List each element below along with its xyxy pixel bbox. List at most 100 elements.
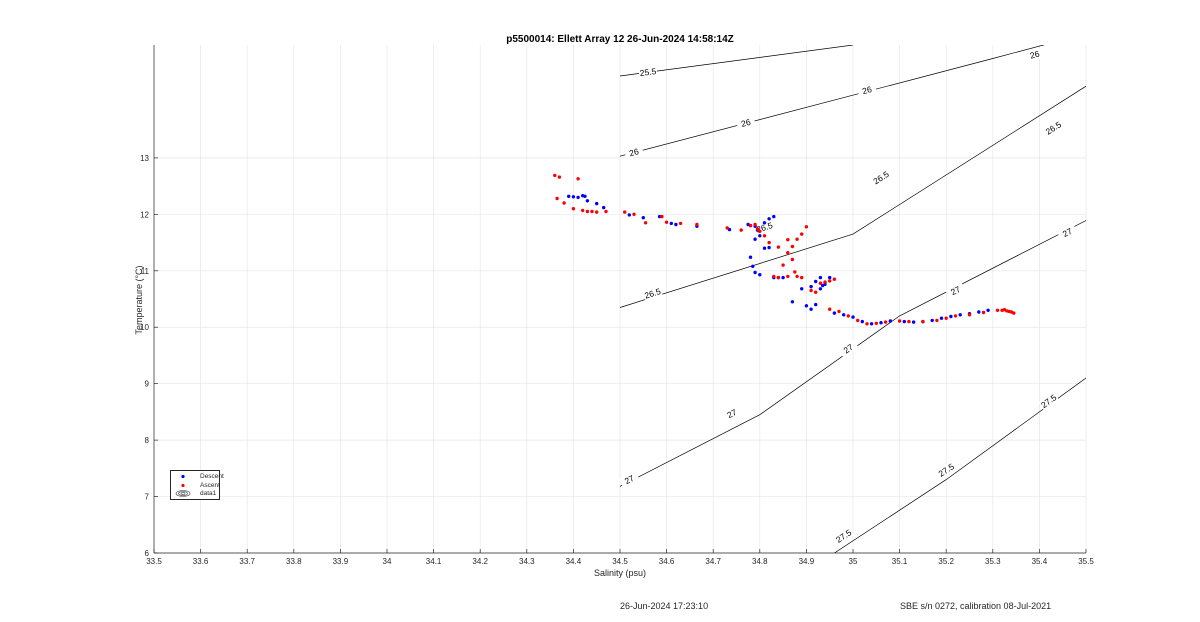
data-point-ascent (739, 228, 743, 232)
legend-label-ascent: Ascent (200, 482, 220, 489)
data-point-ascent (762, 234, 767, 238)
data-point-ascent (664, 220, 669, 224)
data-point-ascent (753, 222, 757, 227)
data-point-ascent (907, 319, 911, 324)
data-point-descent (818, 275, 823, 280)
data-point-ascent (856, 318, 860, 323)
x-tick-label: 34.6 (659, 557, 675, 566)
contour-label-bg (856, 83, 877, 98)
data-point-descent (751, 264, 755, 268)
contour-label: 26 (628, 146, 640, 158)
data-point-ascent (832, 277, 837, 281)
data-point-descent (767, 217, 771, 221)
data-point-ascent (786, 251, 790, 255)
data-point-ascent (748, 223, 753, 228)
data-point-ascent (837, 309, 841, 314)
data-point-descent (772, 214, 776, 219)
data-point-descent (860, 319, 864, 324)
data-point-ascent (758, 229, 762, 233)
legend-contour-icon (175, 490, 191, 497)
data-point-descent (986, 308, 990, 312)
x-tick-label: 35.4 (1032, 557, 1048, 566)
legend-label-contours: data1 (200, 490, 217, 497)
contour-label-bg (935, 460, 957, 480)
x-axis-label: Salinity (psu) (593, 568, 647, 578)
data-point-descent (758, 273, 762, 277)
data-point-descent (851, 315, 855, 319)
data-point-ascent (828, 279, 832, 283)
contour-label: 26 (861, 84, 873, 96)
data-point-ascent (793, 270, 797, 274)
x-tick-label: 35.3 (985, 557, 1001, 566)
contour-label: 26.5 (871, 169, 891, 186)
contour-label: 26.5 (643, 286, 662, 301)
footer-calibration: SBE s/n 0272, calibration 08-Jul-2021 (900, 601, 1052, 611)
data-point-ascent (776, 245, 781, 249)
data-point-descent (809, 284, 813, 289)
data-point-descent (602, 205, 606, 210)
legend-label-descent: Descent (200, 473, 224, 480)
contour-line (834, 377, 1086, 553)
data-point-ascent (795, 274, 799, 279)
x-tick-label: 34.1 (426, 557, 442, 566)
data-point-ascent (643, 221, 648, 225)
data-point-ascent (695, 222, 699, 227)
legend-item-descent: Descent (171, 472, 224, 481)
data-point-descent (567, 194, 571, 198)
x-tick-label: 35.2 (938, 557, 954, 566)
data-point-ascent (995, 308, 1000, 312)
contour-label-bg (1024, 47, 1045, 62)
data-point-ascent (935, 318, 939, 323)
y-tick-label: 10 (140, 323, 149, 332)
data-point-ascent (632, 212, 636, 216)
data-point-descent (902, 319, 906, 324)
data-point-ascent (981, 310, 986, 315)
data-point-ascent (874, 321, 878, 325)
x-tick-label: 34.5 (612, 557, 628, 566)
data-point-ascent (581, 208, 585, 213)
y-tick-label: 12 (140, 210, 149, 219)
data-point-ascent (755, 227, 760, 231)
data-point-descent (753, 237, 757, 241)
data-point-ascent (809, 288, 813, 293)
axes: 33.5 33.6 33.7 33.8 33.9 34 34.1 34.2 34.3 34.4 34… (140, 45, 1094, 566)
data-point-ascent (795, 237, 799, 241)
data-point-ascent (571, 207, 576, 211)
x-tick-label: 34 (383, 557, 392, 566)
footer-timestamp: 26-Jun-2024 17:23:10 (620, 601, 709, 611)
contour-label: 26 (740, 117, 752, 129)
data-point-ascent (557, 175, 562, 179)
data-point-ascent (818, 281, 823, 285)
y-tick-label: 7 (145, 493, 150, 502)
data-point-ascent (814, 290, 818, 294)
x-tick-label: 34.4 (566, 557, 582, 566)
contour-label-bg (833, 526, 854, 546)
contour-line (619, 220, 1086, 487)
contour-label: 27 (623, 473, 636, 486)
data-point-ascent (786, 274, 790, 279)
contour-label-bg (838, 339, 859, 358)
data-point-ascent (883, 320, 888, 324)
contour-label: 27 (725, 407, 738, 420)
data-point-descent (627, 213, 631, 217)
x-tick-label: 34.9 (799, 557, 815, 566)
data-point-ascent (590, 209, 594, 214)
x-tick-label: 34.3 (519, 557, 535, 566)
contour-label-bg (638, 65, 658, 79)
data-point-ascent (865, 322, 869, 326)
data-point-descent (832, 311, 837, 315)
data-point-ascent (921, 319, 925, 324)
legend-marker-ascent (181, 483, 185, 488)
x-tick-label: 34.2 (472, 557, 488, 566)
y-axis-label: Temperature (°C) (134, 265, 144, 335)
data-point-descent (842, 313, 846, 317)
x-tick-label: 33.5 (146, 557, 162, 566)
y-tick-label: 13 (140, 154, 149, 163)
data-point-descent (828, 275, 832, 280)
data-point-descent (814, 279, 818, 284)
data-point-descent (911, 320, 916, 324)
legend: Descent Ascent data1 (170, 470, 224, 500)
density-contours: 25.52626262626.526.526.526.5272727272727… (619, 45, 1086, 553)
x-tick-label: 34.7 (705, 557, 721, 566)
data-point-descent (583, 194, 587, 198)
